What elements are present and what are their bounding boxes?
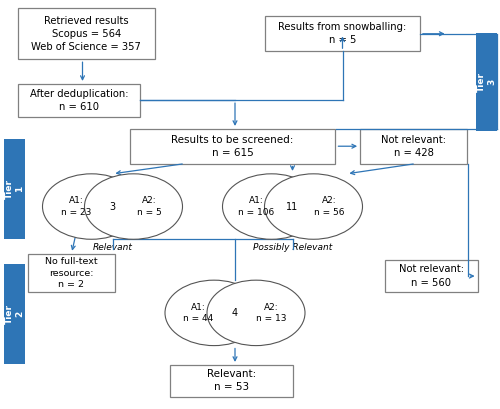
FancyBboxPatch shape	[18, 8, 155, 59]
Text: 4: 4	[232, 308, 238, 318]
Text: A2:
n = 56: A2: n = 56	[314, 196, 344, 217]
FancyBboxPatch shape	[4, 139, 25, 239]
Ellipse shape	[165, 280, 263, 346]
Text: No full-text
resource:
n = 2: No full-text resource: n = 2	[45, 257, 98, 289]
FancyBboxPatch shape	[265, 16, 420, 51]
FancyBboxPatch shape	[18, 84, 140, 117]
Text: Not relevant:
n = 428: Not relevant: n = 428	[382, 135, 446, 158]
Text: 3: 3	[110, 202, 116, 211]
Text: Results from snowballing:
n = 5: Results from snowballing: n = 5	[278, 22, 406, 45]
FancyBboxPatch shape	[170, 365, 292, 397]
Text: A1:
n = 44: A1: n = 44	[183, 303, 214, 323]
Text: A1:
n = 106: A1: n = 106	[238, 196, 274, 217]
FancyBboxPatch shape	[360, 129, 468, 164]
Ellipse shape	[207, 280, 305, 346]
Text: Retrieved results
Scopus = 564
Web of Science = 357: Retrieved results Scopus = 564 Web of Sc…	[32, 16, 141, 52]
FancyBboxPatch shape	[28, 254, 115, 292]
Text: 11: 11	[286, 202, 298, 211]
Ellipse shape	[264, 174, 362, 239]
Ellipse shape	[222, 174, 320, 239]
Text: A1:
n = 23: A1: n = 23	[60, 196, 91, 217]
Text: Tier
1: Tier 1	[5, 179, 24, 199]
Text: Relevant: Relevant	[92, 243, 132, 252]
Text: Relevant:
n = 53: Relevant: n = 53	[206, 369, 256, 392]
Text: Not relevant:
n = 560: Not relevant: n = 560	[399, 265, 464, 288]
Text: After deduplication:
n = 610: After deduplication: n = 610	[30, 89, 128, 112]
Text: Tier
3: Tier 3	[477, 72, 496, 92]
Text: Tier
2: Tier 2	[5, 304, 24, 324]
Text: Results to be screened:
n = 615: Results to be screened: n = 615	[172, 135, 294, 158]
FancyBboxPatch shape	[385, 260, 478, 292]
FancyBboxPatch shape	[4, 264, 25, 364]
Ellipse shape	[84, 174, 182, 239]
Text: A2:
n = 5: A2: n = 5	[137, 196, 162, 217]
Text: A2:
n = 13: A2: n = 13	[256, 303, 287, 323]
Text: Possibly Relevant: Possibly Relevant	[253, 243, 332, 252]
FancyBboxPatch shape	[130, 129, 335, 164]
FancyBboxPatch shape	[476, 33, 497, 131]
Ellipse shape	[42, 174, 140, 239]
